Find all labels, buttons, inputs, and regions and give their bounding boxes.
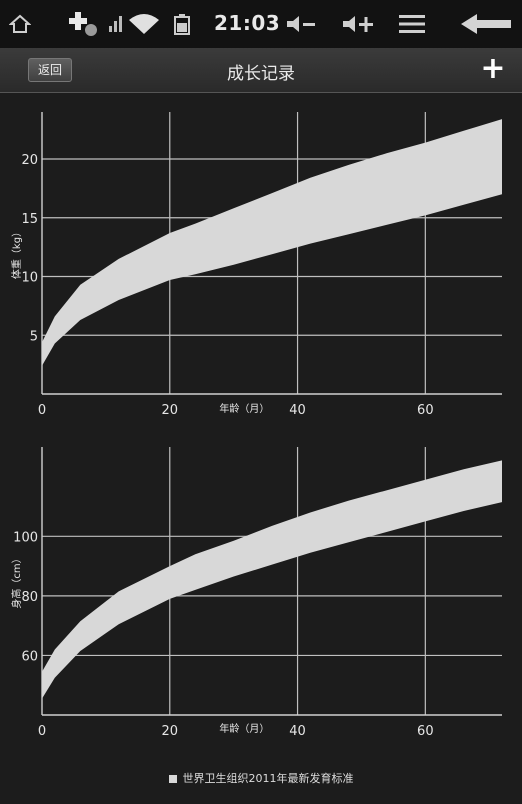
growth-charts: 0 20 40 60 5 10 15 20 年龄（月） 体重（kg） 0 20 40 60 60 80 100 年… <box>10 112 502 739</box>
chart2-x-tick-label: 40 <box>289 724 306 739</box>
title-bar: 返回 成长记录 + <box>0 48 522 93</box>
battery-icon <box>172 10 192 38</box>
legend-swatch <box>168 775 177 783</box>
chart1-x-tick-label: 40 <box>289 403 306 418</box>
chart2-x-tick-label: 20 <box>162 724 179 739</box>
chart1-x-tick-label: 20 <box>162 403 179 418</box>
chart2-band-series-1 <box>42 460 502 699</box>
chart1-band-series-1 <box>42 119 502 366</box>
volume-down-icon[interactable] <box>284 10 318 38</box>
back-arrow-icon[interactable] <box>458 10 514 38</box>
wifi-icon <box>126 10 162 38</box>
legend-label: 世界卫生组织2011年最新发育标准 <box>182 772 354 785</box>
chart2-y-tick-label: 60 <box>21 649 38 664</box>
add-button[interactable]: + <box>480 51 506 86</box>
chart2-x-tick-label: 60 <box>417 724 434 739</box>
clock: 21:03 <box>214 11 281 35</box>
page-title: 成长记录 <box>227 64 295 84</box>
legend: 世界卫生组织2011年最新发育标准 <box>0 770 522 786</box>
chart1-x-tick-label: 0 <box>38 403 46 418</box>
chart2-x-tick-label: 0 <box>38 724 46 739</box>
add-usb-icon <box>66 10 100 38</box>
back-button[interactable]: 返回 <box>28 58 72 82</box>
chart1-x-tick-label: 60 <box>417 403 434 418</box>
charts-area: 0 20 40 60 5 10 15 20 年龄（月） 体重（kg） 0 20 40 60 60 80 100 年… <box>0 92 522 804</box>
chart2-y-axis-label: 身高（cm） <box>10 553 23 608</box>
status-bar: 21:03 <box>0 0 522 48</box>
chart1-y-tick-label: 10 <box>21 271 38 286</box>
chart1-x-axis-label: 年龄（月） <box>219 402 269 415</box>
chart2-y-tick-label: 80 <box>21 590 38 605</box>
volume-up-icon[interactable] <box>340 10 378 38</box>
home-icon[interactable] <box>8 10 32 38</box>
chart1-y-tick-label: 20 <box>21 153 38 168</box>
chart1-y-tick-label: 5 <box>30 329 38 344</box>
chart1-y-tick-label: 15 <box>21 212 38 227</box>
chart2-x-axis-label: 年龄（月） <box>219 722 269 735</box>
menu-icon[interactable] <box>396 10 428 38</box>
signal-icon <box>106 10 124 38</box>
chart2-y-tick-label: 100 <box>13 530 38 545</box>
chart1-y-axis-label: 体重（kg） <box>10 227 23 279</box>
